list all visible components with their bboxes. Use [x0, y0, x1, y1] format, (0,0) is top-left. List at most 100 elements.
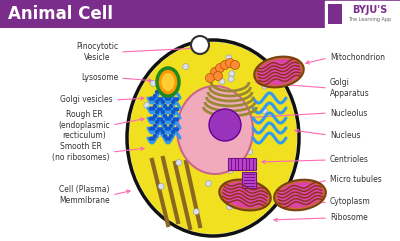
Circle shape — [240, 122, 246, 128]
Ellipse shape — [257, 59, 301, 85]
Circle shape — [167, 107, 171, 111]
Circle shape — [173, 97, 177, 101]
Circle shape — [144, 102, 150, 108]
Circle shape — [230, 60, 240, 69]
Circle shape — [169, 104, 173, 108]
Ellipse shape — [157, 68, 179, 96]
Circle shape — [151, 136, 155, 141]
Circle shape — [220, 60, 230, 69]
Text: Animal Cell: Animal Cell — [8, 5, 113, 23]
Circle shape — [151, 127, 155, 131]
Circle shape — [169, 124, 173, 128]
Circle shape — [157, 117, 161, 121]
Text: Cytoplasm: Cytoplasm — [330, 198, 371, 207]
Circle shape — [167, 116, 171, 121]
Text: BYJU'S: BYJU'S — [352, 5, 388, 15]
Circle shape — [161, 120, 165, 124]
Circle shape — [155, 110, 159, 114]
Circle shape — [169, 134, 173, 138]
Circle shape — [153, 114, 157, 118]
Circle shape — [179, 139, 185, 145]
Circle shape — [150, 80, 156, 86]
Circle shape — [206, 74, 214, 82]
Circle shape — [159, 87, 163, 92]
Circle shape — [175, 127, 179, 132]
Circle shape — [206, 181, 212, 187]
Circle shape — [210, 67, 220, 76]
Circle shape — [226, 59, 234, 67]
Circle shape — [155, 120, 159, 124]
Circle shape — [164, 78, 170, 84]
Circle shape — [161, 130, 165, 134]
Circle shape — [163, 134, 167, 138]
Ellipse shape — [274, 180, 326, 210]
Circle shape — [167, 127, 171, 131]
Circle shape — [228, 76, 234, 82]
Bar — [228, 158, 256, 170]
Circle shape — [169, 114, 173, 118]
Circle shape — [161, 90, 165, 94]
Circle shape — [175, 97, 179, 101]
Circle shape — [193, 209, 199, 215]
Circle shape — [195, 93, 201, 99]
Circle shape — [175, 107, 179, 112]
Circle shape — [163, 124, 167, 128]
Circle shape — [153, 124, 157, 128]
Circle shape — [167, 96, 171, 101]
Circle shape — [176, 160, 182, 166]
Circle shape — [227, 204, 233, 210]
Text: Mitochondrion: Mitochondrion — [330, 54, 385, 62]
Text: Rough ER
(endoplasmic
recticulum): Rough ER (endoplasmic recticulum) — [58, 110, 110, 140]
Circle shape — [161, 110, 165, 114]
Circle shape — [169, 94, 173, 98]
Circle shape — [181, 109, 187, 115]
Circle shape — [165, 116, 169, 121]
Circle shape — [183, 64, 189, 70]
Circle shape — [191, 36, 209, 54]
Ellipse shape — [177, 86, 253, 174]
Circle shape — [261, 108, 267, 114]
Circle shape — [167, 136, 171, 141]
Circle shape — [159, 107, 163, 112]
Text: Ribosome: Ribosome — [330, 214, 368, 222]
Circle shape — [153, 104, 157, 108]
Circle shape — [149, 96, 153, 101]
Text: Smooth ER
(no ribosomes): Smooth ER (no ribosomes) — [52, 142, 110, 162]
Circle shape — [159, 127, 163, 132]
Circle shape — [262, 83, 268, 89]
Text: Lysosome: Lysosome — [81, 74, 118, 82]
Circle shape — [216, 63, 224, 73]
Circle shape — [160, 74, 166, 80]
Circle shape — [149, 136, 153, 141]
Circle shape — [151, 107, 155, 111]
Circle shape — [173, 107, 177, 112]
Circle shape — [219, 78, 225, 84]
Circle shape — [229, 71, 235, 77]
Ellipse shape — [162, 73, 174, 91]
Text: Cell (Plasma)
Memmlbrane: Cell (Plasma) Memmlbrane — [59, 185, 110, 205]
Circle shape — [165, 127, 169, 131]
Text: Golgi vesicles: Golgi vesicles — [60, 95, 113, 105]
Circle shape — [149, 116, 153, 121]
Circle shape — [247, 149, 253, 155]
Circle shape — [157, 87, 161, 92]
Ellipse shape — [222, 182, 268, 208]
Circle shape — [149, 107, 153, 111]
Circle shape — [151, 96, 155, 101]
Circle shape — [163, 114, 167, 118]
Circle shape — [163, 104, 167, 108]
Circle shape — [157, 107, 161, 112]
Circle shape — [175, 117, 179, 121]
Circle shape — [155, 131, 161, 137]
Bar — [0, 0, 400, 28]
Circle shape — [165, 107, 169, 111]
Ellipse shape — [254, 57, 304, 87]
Text: Nucleolus: Nucleolus — [330, 108, 367, 118]
Circle shape — [165, 96, 169, 101]
Text: Nucleus: Nucleus — [330, 130, 360, 140]
Circle shape — [171, 110, 175, 114]
Circle shape — [184, 135, 190, 141]
Circle shape — [159, 117, 163, 121]
Circle shape — [171, 90, 175, 94]
Circle shape — [202, 96, 208, 102]
